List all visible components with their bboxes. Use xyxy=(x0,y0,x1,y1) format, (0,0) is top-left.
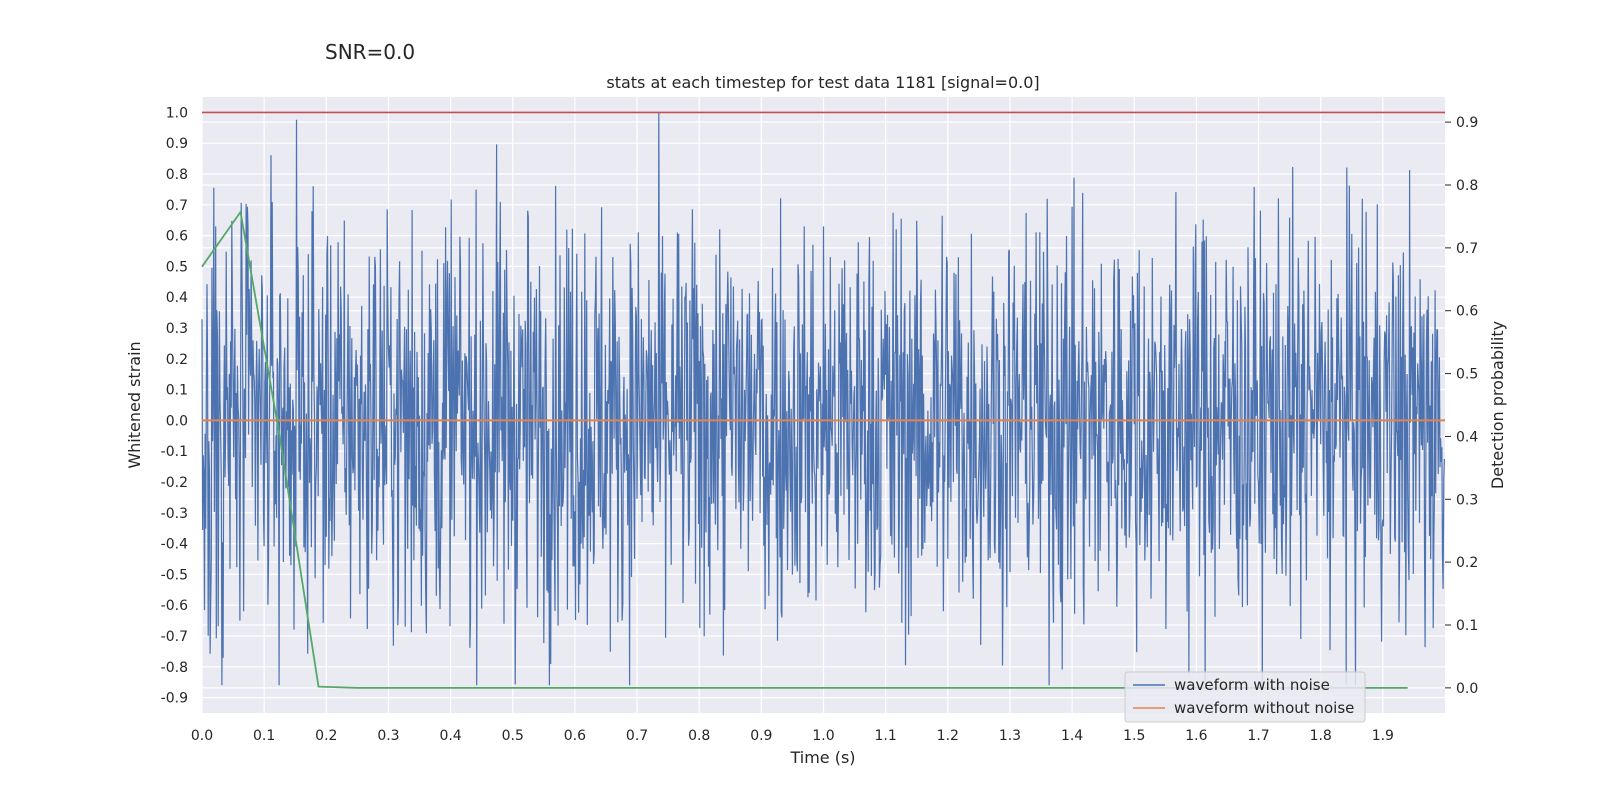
x-tick-label: 1.9 xyxy=(1372,728,1394,744)
x-axis-label: Time (s) xyxy=(789,748,855,767)
x-tick-label: 0.3 xyxy=(377,728,399,744)
legend-box xyxy=(1124,671,1366,723)
x-tick-label: 0.1 xyxy=(253,728,275,744)
y2-tick-label: 0.8 xyxy=(1456,178,1478,194)
y2-ticks: 0.9 0.8 0.7 0.6 0.5 0.4 0.3 0.2 0.1 0.0 xyxy=(1445,115,1478,697)
y-ticks: 1.0 0.9 0.8 0.7 0.6 0.5 0.4 0.3 0.2 0.1 0.0 -0.1 -0.… xyxy=(161,105,188,706)
y-tick-label: -0.1 xyxy=(161,444,188,460)
x-ticks: 0.0 0.1 0.2 0.3 0.4 0.5 0.6 0.7 0.8 0.9 1.0 1.1 1.2 1… xyxy=(191,728,1394,744)
x-tick-label: 0.2 xyxy=(315,728,337,744)
y2-tick-label: 0.1 xyxy=(1456,618,1478,634)
y-tick-label: -0.8 xyxy=(161,660,188,676)
y-tick-label: -0.9 xyxy=(161,691,188,707)
y-tick-label: -0.6 xyxy=(161,598,188,614)
legend-label-clean: waveform without noise xyxy=(1174,699,1354,717)
x-tick-label: 0.8 xyxy=(688,728,710,744)
x-tick-label: 0.7 xyxy=(626,728,648,744)
y-tick-label: 0.1 xyxy=(166,383,188,399)
y-tick-label: 0.4 xyxy=(166,290,188,306)
figure-suptitle: SNR=0.0 xyxy=(325,40,416,64)
x-tick-label: 0.0 xyxy=(191,728,213,744)
y-tick-label: -0.5 xyxy=(161,567,188,583)
y2-tick-label: 0.7 xyxy=(1456,241,1478,257)
y-axis-label: Whitened strain xyxy=(125,341,144,468)
y-tick-label: 0.7 xyxy=(166,198,188,214)
x-tick-label: 0.5 xyxy=(502,728,524,744)
x-tick-label: 1.4 xyxy=(1061,728,1083,744)
y2-tick-label: 0.2 xyxy=(1456,555,1478,571)
y-tick-label: 0.5 xyxy=(166,259,188,275)
x-tick-label: 0.6 xyxy=(564,728,586,744)
x-tick-label: 1.1 xyxy=(875,728,897,744)
y-tick-label: 1.0 xyxy=(166,105,188,121)
x-tick-label: 1.6 xyxy=(1185,728,1207,744)
x-tick-label: 1.3 xyxy=(999,728,1021,744)
x-tick-label: 1.7 xyxy=(1247,728,1269,744)
y2-tick-label: 0.0 xyxy=(1456,681,1478,697)
y-tick-label: 0.8 xyxy=(166,167,188,183)
y-tick-label: -0.3 xyxy=(161,506,188,522)
y2-tick-label: 0.4 xyxy=(1456,429,1478,445)
y-tick-label: 0.2 xyxy=(166,352,188,368)
y-tick-label: -0.2 xyxy=(161,475,188,491)
y-tick-label: 0.0 xyxy=(166,413,188,429)
series-detection-probability xyxy=(201,209,1408,689)
x-tick-label: 0.4 xyxy=(439,728,461,744)
x-tick-label: 1.5 xyxy=(1123,728,1145,744)
y2-tick-label: 0.5 xyxy=(1456,367,1478,383)
y2-axis-label: Detection probability xyxy=(1488,321,1507,489)
x-tick-label: 1.8 xyxy=(1310,728,1332,744)
y2-tick-label: 0.6 xyxy=(1456,304,1478,320)
series-layer xyxy=(201,111,1445,689)
y-tick-label: 0.3 xyxy=(166,321,188,337)
y2-tick-label: 0.3 xyxy=(1456,492,1478,508)
series-waveform-with-noise xyxy=(201,112,1445,686)
y-tick-label: -0.7 xyxy=(161,629,188,645)
y-tick-label: 0.6 xyxy=(166,229,188,245)
legend-label-noise: waveform with noise xyxy=(1174,676,1330,694)
legend: waveform with noise waveform without noi… xyxy=(1124,671,1366,723)
x-tick-label: 0.9 xyxy=(750,728,772,744)
x-tick-label: 1.0 xyxy=(812,728,834,744)
x-tick-label: 1.2 xyxy=(937,728,959,744)
y-tick-label: 0.9 xyxy=(166,136,188,152)
y-tick-label: -0.4 xyxy=(161,537,188,553)
chart-title: stats at each timestep for test data 118… xyxy=(606,73,1039,92)
y2-tick-label: 0.9 xyxy=(1456,115,1478,131)
